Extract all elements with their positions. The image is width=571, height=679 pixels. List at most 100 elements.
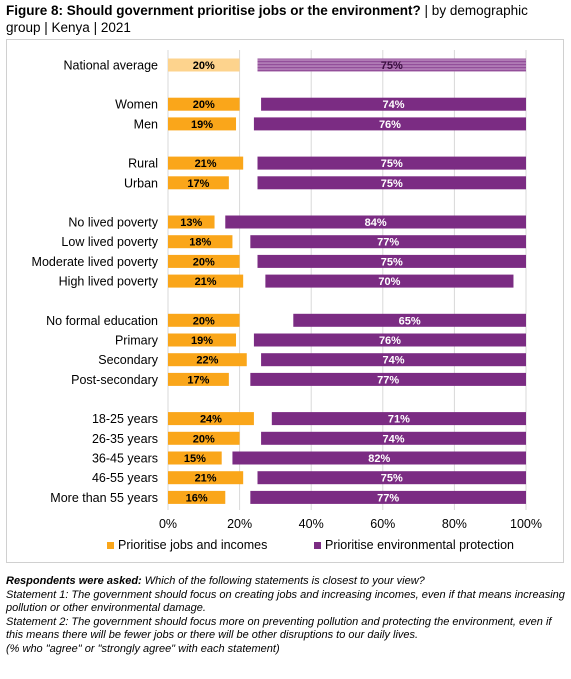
bar-jobs	[168, 215, 215, 229]
bar-jobs-label: 15%	[184, 453, 206, 465]
bar-jobs	[168, 156, 244, 170]
x-tick-label: 0%	[159, 517, 177, 531]
bar-jobs	[168, 176, 229, 190]
notes-asked-label: Respondents were asked:	[6, 575, 142, 587]
bar-jobs-label: 17%	[187, 178, 209, 190]
bar-jobs	[168, 97, 240, 111]
category-label: Moderate lived poverty	[32, 255, 159, 269]
bar-env	[293, 313, 526, 327]
bar-env	[257, 254, 526, 268]
bar-env-label: 75%	[381, 256, 403, 268]
bar-env-label: 75%	[381, 60, 403, 72]
bar-jobs-label: 13%	[180, 217, 202, 229]
bar-jobs	[168, 490, 226, 504]
category-label: Rural	[128, 157, 158, 171]
bar-env-label: 75%	[381, 473, 403, 485]
bar-jobs-label: 17%	[187, 374, 209, 386]
bar-env	[253, 333, 527, 347]
bar-env-label: 75%	[381, 178, 403, 190]
notes-statement-2: Statement 2: The government should focus…	[6, 615, 552, 642]
bar-jobs-label: 18%	[189, 237, 211, 249]
bar-env	[232, 451, 526, 465]
bar-env-label: 82%	[368, 453, 390, 465]
bar-jobs-label: 20%	[193, 315, 215, 327]
bar-env	[225, 215, 526, 229]
bar-env	[261, 97, 526, 111]
category-label: 46-55 years	[92, 471, 158, 485]
bar-jobs	[168, 333, 237, 347]
bar-jobs-label: 21%	[195, 473, 217, 485]
bar-env	[261, 353, 526, 367]
legend-jobs: Prioritise jobs and incomes	[107, 538, 267, 552]
category-label: No formal education	[46, 314, 158, 328]
x-tick-label: 80%	[442, 517, 467, 531]
bar-jobs-label: 21%	[195, 158, 217, 170]
bar-jobs-label: 19%	[191, 119, 213, 131]
legend-jobs-swatch	[107, 541, 114, 549]
bar-env-label: 77%	[377, 492, 399, 504]
category-label: Post-secondary	[71, 373, 159, 387]
bar-jobs	[168, 471, 244, 485]
chart-title-rest: | by demographic group | Kenya | 2021	[6, 3, 528, 35]
bar-jobs	[168, 431, 240, 445]
notes-asked: Respondents were asked: Which of the fol…	[6, 575, 566, 589]
bar-chart: 0% 20% 40% 60% 80% 100% National average 20% 75%…	[32, 50, 542, 531]
bar-env	[257, 156, 526, 170]
bar-env-label: 76%	[379, 335, 401, 347]
bar-jobs	[168, 353, 247, 367]
category-label: National average	[63, 59, 158, 73]
category-label: High lived poverty	[59, 275, 159, 289]
bar-env	[250, 235, 526, 249]
category-label: Urban	[124, 176, 158, 190]
bar-jobs-label: 19%	[191, 335, 213, 347]
bar-jobs	[168, 412, 254, 426]
category-label: 26-35 years	[92, 432, 158, 446]
bar-jobs	[168, 117, 237, 131]
bar-jobs	[168, 372, 229, 386]
bar-env	[250, 490, 526, 504]
bar-jobs-label: 24%	[200, 414, 222, 426]
category-label: 36-45 years	[92, 452, 158, 466]
bar-env-label: 74%	[383, 433, 405, 445]
bar-env-label: 84%	[365, 217, 387, 229]
legend-env: Prioritise environmental protection	[314, 538, 514, 552]
bar-env-label: 75%	[381, 158, 403, 170]
bar-env-label: 70%	[378, 276, 400, 288]
bar-jobs-label: 22%	[196, 355, 218, 367]
x-tick-label: 60%	[370, 517, 395, 531]
category-label: No lived poverty	[68, 216, 158, 230]
legend-env-label: Prioritise environmental protection	[325, 538, 514, 552]
bar-env	[271, 412, 526, 426]
bar-jobs-label: 20%	[193, 99, 215, 111]
category-label: Low lived poverty	[61, 235, 158, 249]
bar-env	[265, 274, 514, 288]
bar-jobs	[168, 274, 244, 288]
bar-env-label: 77%	[377, 237, 399, 249]
chart-panel: 0% 20% 40% 60% 80% 100% National average 20% 75%…	[6, 39, 564, 563]
category-label: 18-25 years	[92, 412, 158, 426]
notes-footnote: (% who "agree" or "strongly agree" with …	[6, 642, 280, 655]
category-label: Primary	[115, 334, 159, 348]
x-tick-label: 100%	[510, 517, 542, 531]
category-label: Secondary	[98, 353, 159, 367]
bar-env-label: 77%	[377, 374, 399, 386]
legend-jobs-label: Prioritise jobs and incomes	[118, 538, 268, 552]
bar-env	[257, 58, 526, 72]
bar-env	[257, 471, 526, 485]
bar-jobs-label: 21%	[195, 276, 217, 288]
bar-env-label: 76%	[379, 119, 401, 131]
bar-env-label: 74%	[383, 355, 405, 367]
bar-jobs-label: 16%	[186, 492, 208, 504]
x-tick-label: 20%	[227, 517, 252, 531]
bar-jobs	[168, 58, 240, 72]
bar-jobs	[168, 313, 240, 327]
bar-jobs-label: 20%	[193, 433, 215, 445]
bar-jobs-label: 20%	[193, 60, 215, 72]
category-label: Men	[134, 117, 158, 131]
bar-jobs	[168, 254, 240, 268]
chart-title-bold: Figure 8: Should government prioritise j…	[6, 3, 421, 18]
category-label: Women	[115, 98, 158, 112]
bar-env	[250, 372, 526, 386]
notes-asked-text: Which of the following statements is clo…	[141, 575, 425, 587]
bar-env-label: 74%	[383, 99, 405, 111]
